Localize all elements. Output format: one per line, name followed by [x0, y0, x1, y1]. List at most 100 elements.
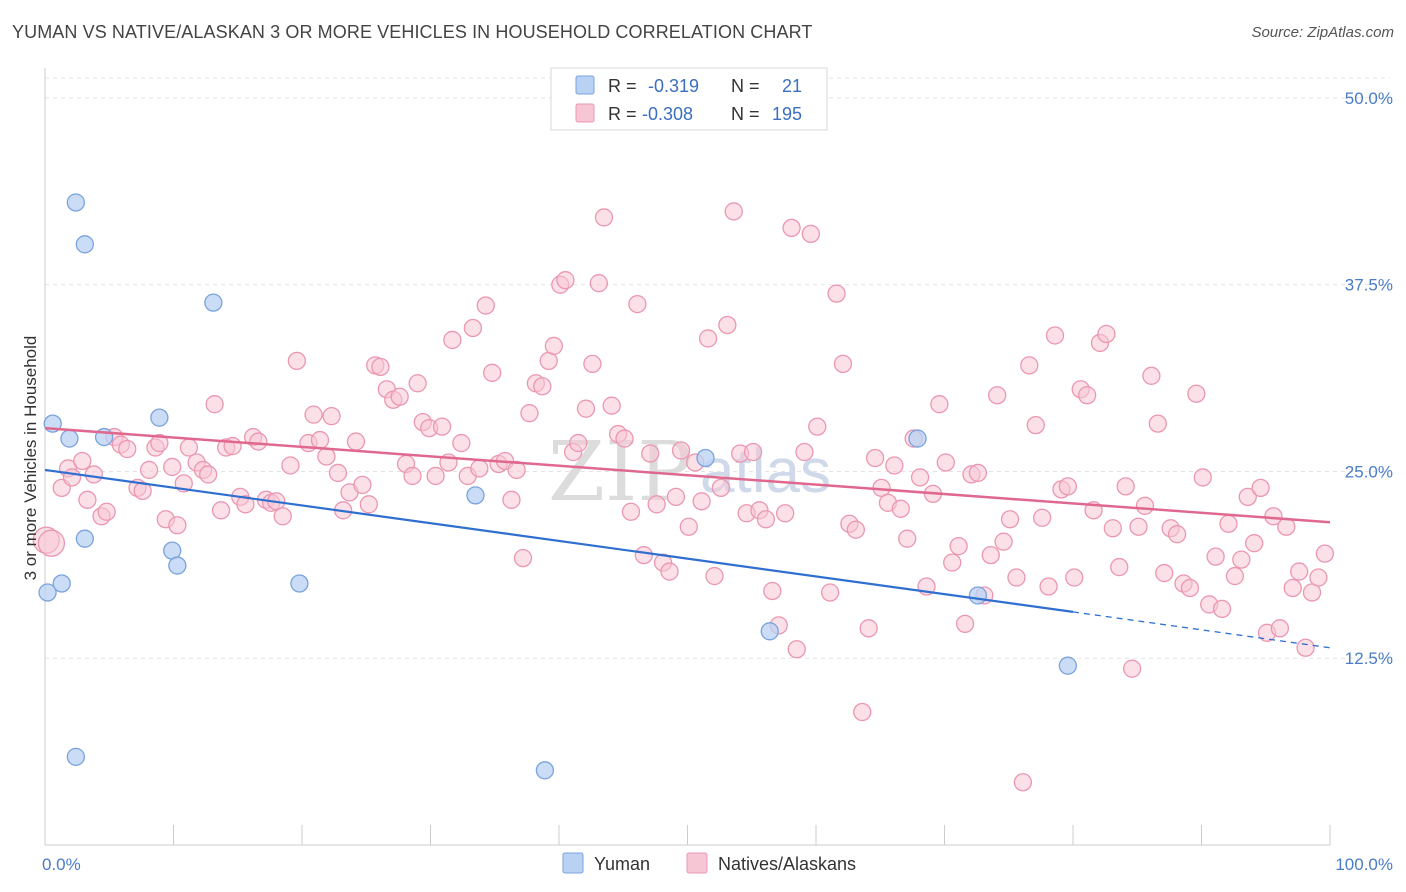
native-point — [628, 294, 647, 314]
native-point — [1129, 517, 1148, 536]
native-point — [533, 377, 552, 396]
yuman-trend-extension — [1072, 611, 1331, 649]
bottom-legend-native: Natives/Alaskans — [718, 854, 856, 874]
legend-n-value-1: 21 — [782, 76, 802, 96]
native-point — [281, 456, 300, 475]
native-point — [273, 507, 292, 526]
legend-r-label-2: R = — [608, 104, 637, 124]
bottom-legend-swatch-yuman — [562, 852, 584, 874]
native-point — [317, 447, 336, 466]
native-point — [1232, 550, 1251, 569]
native-point — [163, 457, 182, 477]
yuman-point — [66, 747, 85, 766]
legend-n-label-1: N = — [731, 76, 760, 96]
native-point — [859, 619, 878, 638]
native-point — [621, 502, 641, 521]
native-point — [1206, 547, 1225, 566]
legend-r-value-1: -0.319 — [648, 76, 699, 96]
native-point — [1155, 563, 1174, 583]
y-tick-labels: 12.5% 25.0% 37.5% 50.0% — [1345, 89, 1393, 668]
yuman-point — [66, 193, 85, 212]
native-point — [502, 490, 521, 509]
native-point — [698, 329, 718, 348]
legend-box — [550, 67, 828, 131]
native-point — [353, 475, 372, 495]
native-point — [594, 208, 614, 227]
native-point — [371, 357, 390, 376]
legend-r-value-2: -0.308 — [642, 104, 693, 124]
native-point — [118, 439, 137, 459]
native-point — [808, 417, 827, 436]
native-point — [97, 502, 116, 521]
native-point — [820, 583, 840, 602]
yuman-point — [60, 429, 79, 448]
x-tick-label-0: 0.0% — [42, 855, 81, 874]
native-point — [73, 451, 92, 471]
yuman-point — [290, 574, 309, 593]
native-point — [322, 407, 341, 426]
native-point — [1077, 386, 1097, 405]
native-point — [223, 436, 242, 456]
native-point — [1013, 773, 1033, 792]
native-point — [589, 274, 608, 293]
native-point — [1315, 544, 1335, 563]
native-point — [1187, 384, 1206, 403]
legend-swatch-yuman — [575, 75, 595, 95]
native-point — [787, 640, 806, 659]
native-point — [898, 529, 917, 548]
native-point — [199, 465, 218, 484]
native-point — [569, 433, 588, 453]
native-point — [583, 354, 602, 374]
native-point — [981, 545, 1000, 565]
native-point — [390, 387, 409, 406]
native-point — [328, 463, 348, 483]
bottom-legend-yuman: Yuman — [594, 854, 650, 874]
native-point — [885, 456, 904, 475]
chart-title: YUMAN VS NATIVE/ALASKAN 3 OR MORE VEHICL… — [12, 22, 813, 42]
native-point — [1283, 578, 1302, 598]
native-point — [671, 441, 691, 460]
native-point — [1270, 619, 1290, 638]
native-point — [936, 453, 955, 472]
source-label: Source: ZipAtlas.com — [1251, 24, 1394, 41]
native-point — [452, 433, 471, 453]
native-point — [1167, 525, 1187, 544]
native-point — [287, 351, 307, 371]
yuman-point — [150, 408, 169, 427]
yuman-point — [75, 235, 94, 254]
native-point — [476, 296, 495, 315]
yuman-point — [52, 574, 71, 593]
native-point — [1058, 477, 1078, 496]
native-point — [666, 487, 686, 506]
native-point — [1135, 496, 1155, 515]
native-point — [78, 490, 97, 509]
native-point — [782, 218, 801, 238]
native-point — [801, 224, 821, 244]
native-point — [37, 529, 66, 557]
native-point — [1103, 519, 1122, 538]
native-point — [463, 318, 483, 338]
native-point — [236, 495, 255, 514]
native-point — [1000, 510, 1020, 529]
x-tick-labels: 0.0% 100.0% — [42, 855, 1393, 874]
yuman-point — [168, 556, 187, 575]
native-point — [403, 466, 422, 486]
native-point — [346, 432, 366, 451]
x-tick-label-1: 100.0% — [1335, 855, 1393, 874]
yuman-point — [696, 448, 715, 468]
native-point — [1039, 577, 1058, 596]
native-point — [943, 553, 962, 572]
native-point — [711, 478, 731, 498]
native-point — [556, 271, 575, 290]
native-point — [576, 399, 596, 418]
native-point — [1238, 487, 1257, 506]
native-point — [833, 354, 853, 374]
native-point — [359, 495, 378, 514]
native-point — [544, 336, 564, 356]
native-point — [304, 405, 323, 424]
native-point — [930, 395, 949, 414]
native-point — [432, 417, 452, 436]
native-point — [179, 438, 199, 457]
legend-r-label-1: R = — [608, 76, 637, 96]
native-point — [615, 429, 634, 448]
